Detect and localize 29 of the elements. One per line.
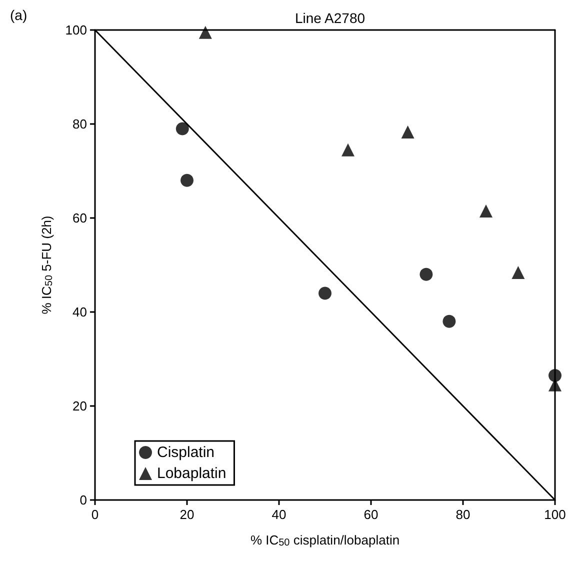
text: (a) (10, 7, 28, 23)
x-tick-label: 40 (272, 507, 286, 522)
point (480, 204, 492, 218)
point (548, 378, 562, 392)
point (420, 268, 433, 281)
y-tick-label: 20 (72, 398, 87, 414)
point (180, 174, 194, 187)
x-tick-label: 0 (91, 507, 99, 522)
y-tick-label: 0 (80, 492, 87, 508)
point (342, 143, 354, 156)
point (548, 368, 562, 382)
x-tick-label: 100 (544, 507, 566, 522)
x-tick-label: 60 (364, 507, 378, 522)
y-tick-label: 60 (72, 210, 87, 226)
x-tick-label: 20 (180, 507, 194, 522)
x-tick-label: 80 (456, 507, 470, 522)
y-tick-label: 100 (65, 22, 87, 38)
y-tick-label: 40 (72, 304, 87, 320)
point (198, 26, 212, 39)
point (442, 314, 456, 328)
y-axis-title: % IC50 5-FU (2h) (38, 216, 55, 314)
point (512, 266, 525, 280)
point (318, 286, 332, 300)
legend-label: Cisplatin (157, 444, 215, 461)
point (401, 125, 414, 138)
y-tick-label: 80 (72, 116, 87, 132)
legend-label: Lobaplatin (157, 465, 226, 482)
point (176, 122, 189, 136)
chart-title: Line A2780 (294, 10, 366, 26)
